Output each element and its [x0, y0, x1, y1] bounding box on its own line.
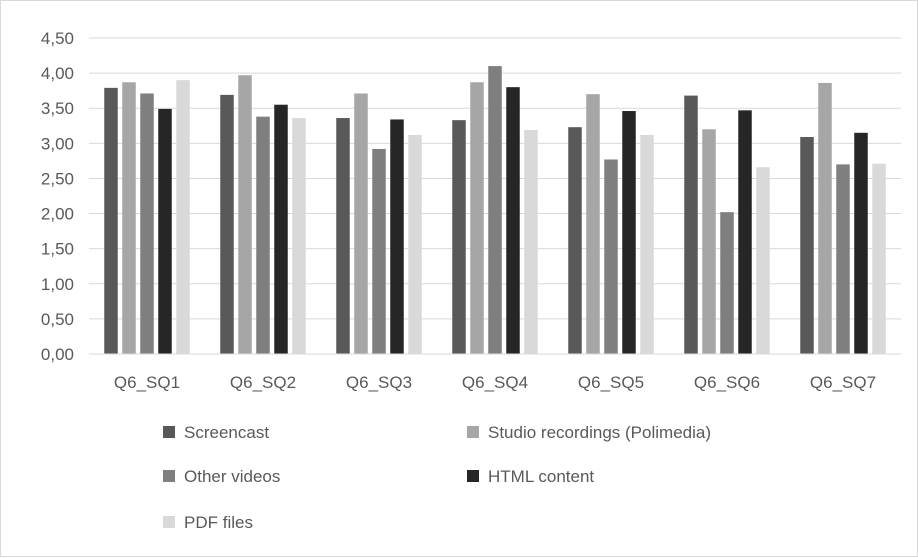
x-category-label: Q6_SQ4: [462, 373, 528, 392]
bar-studio-recordings-polimedia-q6_sq4: [470, 82, 484, 355]
legend-swatch: [467, 426, 479, 438]
bar-studio-recordings-polimedia-q6_sq2: [238, 75, 252, 355]
bar-studio-recordings-polimedia-q6_sq1: [122, 82, 136, 355]
legend-swatch: [467, 470, 479, 482]
x-category-label: Q6_SQ3: [346, 373, 412, 392]
legend-swatch: [163, 426, 175, 438]
bar-other-videos-q6_sq3: [372, 148, 386, 354]
bar-html-content-q6_sq5: [622, 111, 636, 354]
legend-swatch: [163, 516, 175, 528]
bar-screencast-q6_sq3: [336, 118, 350, 354]
y-tick-label: 0,50: [41, 310, 74, 329]
bar-studio-recordings-polimedia-q6_sq7: [818, 82, 832, 354]
y-tick-label: 2,50: [41, 169, 74, 188]
bar-screencast-q6_sq5: [568, 127, 582, 354]
bar-pdf-files-q6_sq3: [408, 134, 422, 354]
bar-pdf-files-q6_sq5: [640, 134, 654, 354]
bar-other-videos-q6_sq5: [604, 159, 618, 354]
bar-screencast-q6_sq2: [220, 94, 234, 354]
bar-studio-recordings-polimedia-q6_sq6: [702, 129, 716, 354]
y-tick-label: 1,00: [41, 275, 74, 294]
x-category-label: Q6_SQ1: [114, 373, 180, 392]
y-tick-label: 1,50: [41, 240, 74, 259]
bar-pdf-files-q6_sq2: [292, 118, 306, 354]
bar-pdf-files-q6_sq7: [872, 163, 886, 354]
bar-screencast-q6_sq4: [452, 120, 466, 354]
y-tick-label: 4,50: [41, 29, 74, 48]
y-tick-label: 0,00: [41, 345, 74, 364]
bar-html-content-q6_sq2: [274, 104, 288, 354]
y-tick-label: 4,00: [41, 64, 74, 83]
bar-other-videos-q6_sq4: [488, 66, 502, 354]
legend-label: HTML content: [488, 467, 594, 486]
bar-other-videos-q6_sq1: [140, 93, 154, 354]
bar-pdf-files-q6_sq4: [524, 129, 538, 354]
legend-label: Screencast: [184, 423, 269, 442]
bar-html-content-q6_sq7: [854, 132, 868, 354]
legend-label: Studio recordings (Polimedia): [488, 423, 711, 442]
y-tick-label: 3,50: [41, 99, 74, 118]
x-category-label: Q6_SQ5: [578, 373, 644, 392]
bar-html-content-q6_sq1: [158, 108, 172, 355]
bar-other-videos-q6_sq7: [836, 164, 850, 354]
x-category-label: Q6_SQ2: [230, 373, 296, 392]
legend-label: Other videos: [184, 467, 280, 486]
bar-pdf-files-q6_sq6: [756, 167, 770, 354]
x-category-label: Q6_SQ6: [694, 373, 760, 392]
bar-screencast-q6_sq6: [684, 95, 698, 355]
bar-screencast-q6_sq7: [800, 137, 814, 354]
y-tick-label: 2,00: [41, 205, 74, 224]
bar-other-videos-q6_sq2: [256, 116, 270, 354]
bar-html-content-q6_sq3: [390, 119, 404, 354]
bars: [104, 66, 886, 355]
bar-screencast-q6_sq1: [104, 87, 118, 354]
bar-pdf-files-q6_sq1: [176, 80, 190, 354]
y-tick-label: 3,00: [41, 134, 74, 153]
bar-studio-recordings-polimedia-q6_sq5: [586, 94, 600, 354]
x-axis-category-labels: Q6_SQ1 Q6_SQ2 Q6_SQ3 Q6_SQ4 Q6_SQ5 Q6_SQ6 Q6_S…: [114, 373, 876, 392]
y-axis-tick-labels: 0,00 0,50 1,00 1,50 2,00 2,50 3,00 3,50 4,00 4,50: [41, 29, 74, 364]
bar-other-videos-q6_sq6: [720, 212, 734, 354]
bar-html-content-q6_sq4: [506, 87, 520, 355]
bar-studio-recordings-polimedia-q6_sq3: [354, 93, 368, 354]
legend: Screencast Studio recordings (Polimedia) O…: [163, 423, 711, 532]
x-category-label: Q6_SQ7: [810, 373, 876, 392]
legend-label: PDF files: [184, 513, 253, 532]
legend-swatch: [163, 470, 175, 482]
bar-html-content-q6_sq6: [738, 110, 752, 354]
